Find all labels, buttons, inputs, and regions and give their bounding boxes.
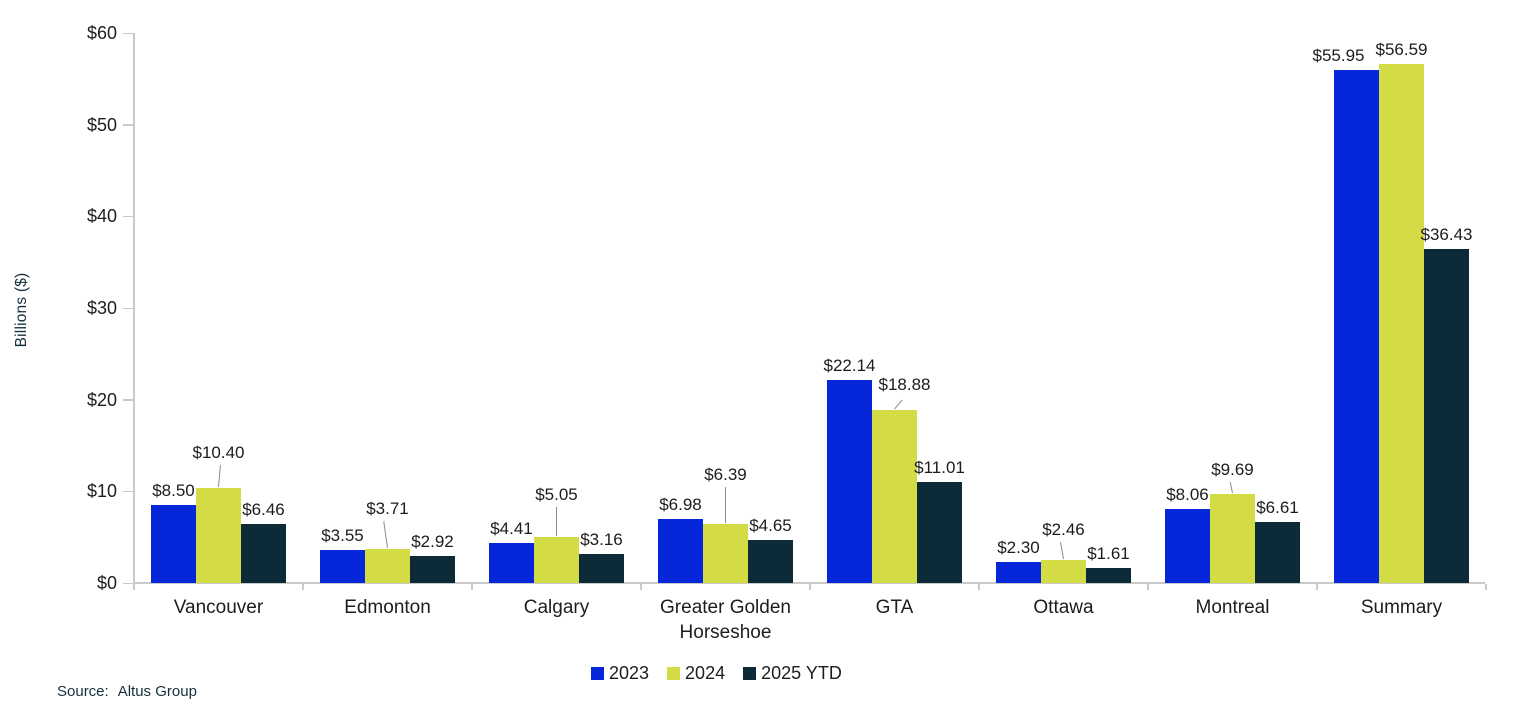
bar-2024-ottawa (1041, 560, 1086, 583)
value-label: $6.46 (242, 499, 285, 519)
value-label-leader-line (894, 399, 903, 410)
value-label: $18.88 (878, 374, 931, 394)
value-label: $36.43 (1420, 225, 1473, 245)
chart-legend: 2023 2024 2025 YTD (591, 662, 842, 684)
category-label: Summary (1360, 597, 1443, 618)
bar-2025ytd-ottawa (1086, 568, 1131, 583)
y-tick-label: $40 (86, 206, 117, 227)
bar-2024-greater-golden-horseshoe (703, 524, 748, 583)
value-label: $3.55 (321, 526, 364, 546)
x-tick-mark (978, 584, 980, 590)
legend-swatch-2024 (667, 666, 681, 680)
y-tick-mark (123, 490, 133, 493)
y-tick-mark (123, 124, 133, 126)
value-label: $9.69 (1211, 460, 1254, 480)
y-tick-label: $30 (86, 298, 117, 318)
value-label: $5.05 (535, 484, 578, 504)
source-value: Altus Group (117, 683, 197, 700)
legend-item: 2025 YTD (743, 663, 842, 684)
category-label: Montreal (1195, 597, 1270, 618)
y-tick-mark (123, 32, 133, 34)
x-tick-mark (302, 584, 304, 590)
x-tick-mark (133, 584, 135, 590)
bar-2023-edmonton (320, 550, 365, 583)
x-axis-line (133, 582, 1485, 584)
x-tick-mark (1485, 584, 1487, 590)
value-label: $22.14 (823, 356, 876, 376)
y-tick-mark (123, 215, 133, 218)
value-label: $3.71 (366, 498, 409, 518)
value-label: $2.30 (997, 537, 1040, 557)
bar-2025ytd-edmonton (410, 556, 455, 583)
y-tick-mark (123, 582, 133, 584)
bar-2023-ottawa (996, 561, 1041, 583)
bar-2023-summary (1334, 70, 1379, 583)
bar-2025ytd-greater-golden-horseshoe (748, 540, 793, 583)
bar-2024-summary (1379, 64, 1424, 583)
category-label: GTA (875, 597, 914, 618)
bar-2023-vancouver (151, 505, 196, 583)
legend-label: 2025 YTD (761, 662, 842, 683)
legend-label: 2023 (609, 662, 650, 683)
source-label: Source: (57, 683, 109, 700)
y-tick-label: $0 (96, 573, 117, 593)
bar-2025ytd-calgary (579, 554, 624, 583)
value-label: $8.06 (1166, 485, 1209, 505)
category-label: Ottawa (1033, 597, 1094, 618)
legend-item: 2024 (667, 663, 725, 684)
value-label: $1.61 (1087, 544, 1130, 564)
value-label: $8.50 (152, 481, 195, 501)
value-label-leader-line (725, 487, 726, 524)
category-label: Vancouver (173, 597, 264, 618)
bar-2025ytd-gta (917, 482, 962, 583)
value-label: $4.41 (490, 518, 533, 538)
y-tick-label: $10 (86, 481, 117, 502)
bar-2025ytd-vancouver (241, 523, 286, 583)
value-label-leader-line (556, 506, 557, 536)
x-tick-mark (1316, 584, 1318, 590)
value-label: $11.01 (914, 458, 965, 478)
value-label: $56.59 (1375, 40, 1428, 60)
value-label: $2.46 (1042, 520, 1085, 540)
x-tick-mark (640, 584, 642, 590)
x-tick-mark (809, 584, 811, 590)
value-label: $6.98 (659, 495, 702, 515)
x-tick-mark (1147, 584, 1149, 590)
y-tick-mark (123, 307, 133, 309)
y-axis-title: Billions ($) (13, 272, 30, 348)
y-tick-label: $60 (86, 23, 117, 43)
bar-2024-montreal (1210, 494, 1255, 583)
bar-2024-edmonton (365, 548, 410, 583)
bar-2023-calgary (489, 542, 534, 583)
bar-2024-gta (872, 409, 917, 583)
bar-2023-greater-golden-horseshoe (658, 519, 703, 583)
category-label: Calgary (523, 597, 590, 618)
y-tick-label: $50 (86, 114, 117, 135)
bar-2024-vancouver (196, 487, 241, 583)
value-label: $3.16 (580, 530, 623, 550)
value-label: $6.61 (1256, 498, 1299, 518)
value-label: $55.95 (1312, 46, 1365, 66)
bar-2025ytd-summary (1424, 249, 1469, 583)
legend-swatch-2023 (591, 666, 604, 680)
value-label: $10.40 (192, 442, 245, 462)
y-axis-line (133, 33, 135, 583)
y-tick-label: $20 (86, 389, 117, 410)
y-tick-mark (123, 399, 133, 401)
bar-2023-gta (827, 380, 872, 583)
category-label: Edmonton (344, 597, 431, 618)
bar-2025ytd-montreal (1255, 522, 1300, 583)
value-label: $2.92 (411, 532, 454, 552)
legend-swatch-2025ytd (743, 666, 757, 680)
value-label: $6.39 (704, 465, 747, 485)
bar-2023-montreal (1165, 509, 1210, 583)
legend-label: 2024 (685, 662, 726, 683)
value-label: $4.65 (749, 516, 792, 536)
legend-item: 2023 (591, 663, 649, 684)
bar-2024-calgary (534, 536, 579, 583)
source-note: Source: Altus Group (57, 683, 197, 700)
category-label: Greater Golden Horseshoe (660, 597, 791, 643)
x-tick-mark (471, 584, 473, 590)
